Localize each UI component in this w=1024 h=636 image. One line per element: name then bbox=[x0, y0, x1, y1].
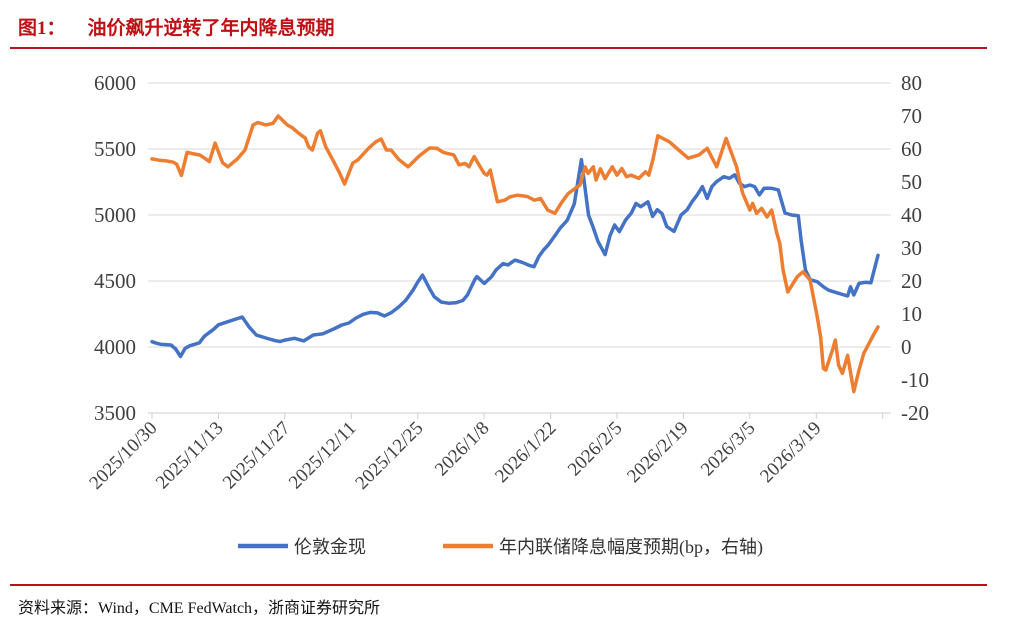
left-axis-tick-label: 5500 bbox=[94, 137, 136, 161]
x-axis-tick-label: 2025/12/25 bbox=[351, 418, 427, 494]
right-axis-tick-label: 30 bbox=[901, 236, 922, 260]
right-axis-tick-label: 80 bbox=[901, 71, 922, 95]
x-axis-tick-label: 2025/11/27 bbox=[219, 418, 295, 494]
series-line-1 bbox=[150, 114, 880, 394]
legend-label-ratecut: 年内联储降息幅度预期(bp，右轴) bbox=[499, 537, 763, 558]
x-axis-tick-label: 2026/3/5 bbox=[697, 418, 760, 481]
left-axis-tick-label: 4000 bbox=[94, 335, 136, 359]
series-line-0 bbox=[150, 157, 880, 359]
right-axis-tick-label: 40 bbox=[901, 203, 922, 227]
footer-rule bbox=[10, 584, 987, 586]
right-axis-tick-label: 10 bbox=[901, 302, 922, 326]
right-axis-labels: 80 70 60 50 40 30 20 10 0 -10 -20 bbox=[901, 71, 929, 425]
left-axis-tick-label: 4500 bbox=[94, 269, 136, 293]
left-axis-tick-label: 3500 bbox=[94, 401, 136, 425]
right-axis-tick-label: -20 bbox=[901, 401, 929, 425]
title-underline bbox=[10, 47, 987, 49]
right-axis-tick-label: 60 bbox=[901, 137, 922, 161]
source-note: 资料来源：Wind，CME FedWatch，浙商证券研究所 bbox=[18, 600, 381, 617]
x-axis-tick-label: 2025/10/30 bbox=[85, 418, 161, 494]
legend-label-gold: 伦敦金现 bbox=[294, 537, 366, 557]
x-axis-tick-label: 2026/3/19 bbox=[756, 418, 825, 487]
x-axis-tick-label: 2026/1/22 bbox=[491, 418, 560, 487]
right-axis-tick-label: 20 bbox=[901, 269, 922, 293]
left-axis-tick-label: 5000 bbox=[94, 203, 136, 227]
right-axis-tick-label: 70 bbox=[901, 104, 922, 128]
right-axis-tick-label: 0 bbox=[901, 335, 912, 359]
x-axis-labels: 2025/10/30 2025/11/13 2025/11/27 2025/12… bbox=[85, 418, 825, 494]
x-axis-tick-label: 2025/12/11 bbox=[285, 418, 361, 494]
right-axis-tick-label: -10 bbox=[901, 368, 929, 392]
x-axis-tick-label: 2025/11/13 bbox=[152, 418, 228, 494]
x-axis-ticks bbox=[151, 413, 884, 419]
x-axis-tick-label: 2026/1/8 bbox=[431, 418, 494, 481]
figure-title-text: 油价飙升逆转了年内降息预期 bbox=[87, 18, 335, 39]
figure-number: 图1： bbox=[18, 18, 66, 39]
left-axis-labels: 6000 5500 5000 4500 4000 3500 bbox=[94, 71, 136, 425]
figure-title: 图1： 油价飙升逆转了年内降息预期 bbox=[18, 13, 335, 40]
x-axis-tick-label: 2026/2/19 bbox=[623, 418, 692, 487]
x-axis-tick-label: 2026/2/5 bbox=[564, 418, 627, 481]
right-axis-tick-label: 50 bbox=[901, 170, 922, 194]
chart-legend: 伦敦金现 年内联储降息幅度预期(bp，右轴) bbox=[238, 537, 763, 558]
left-axis-tick-label: 6000 bbox=[94, 71, 136, 95]
